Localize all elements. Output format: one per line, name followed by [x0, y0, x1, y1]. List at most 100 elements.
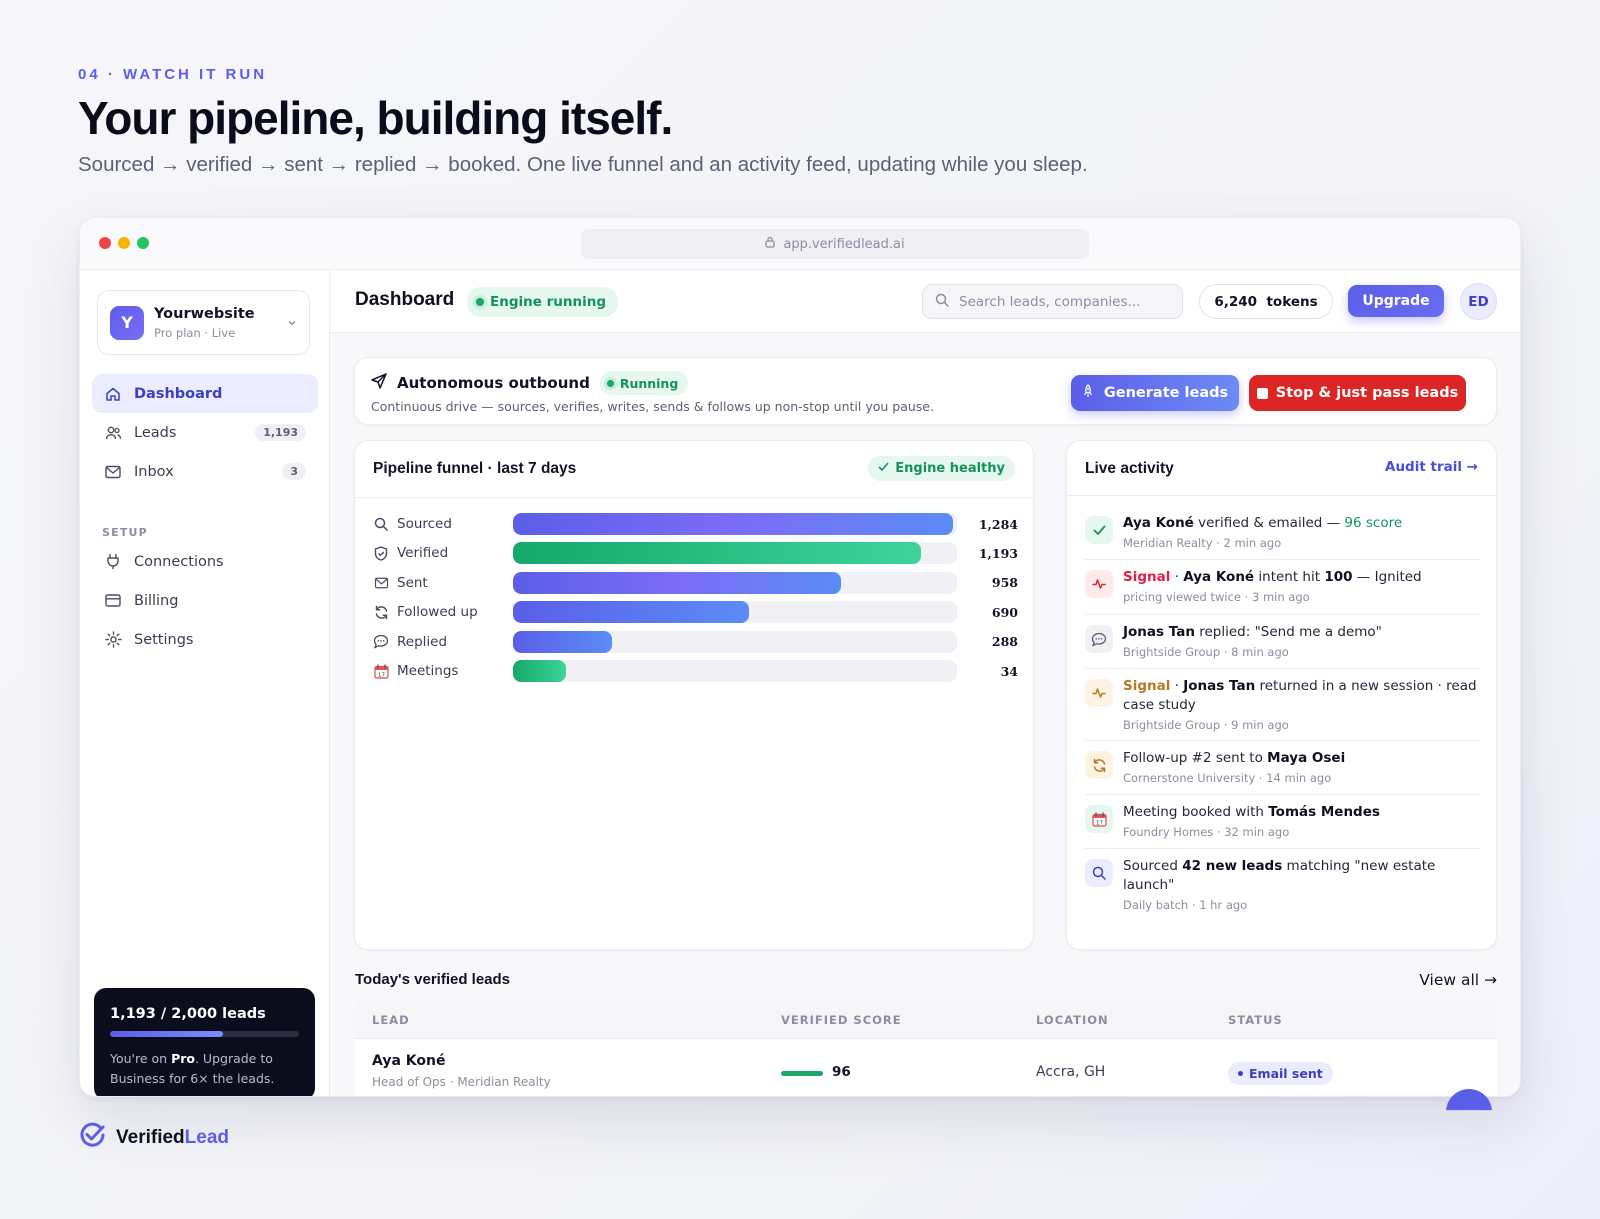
sidebar-item-dashboard[interactable]: Dashboard: [92, 374, 318, 413]
funnel-row[interactable]: Followed up 690: [373, 600, 1018, 624]
activity-meta: Brightside Group · 8 min ago: [1123, 645, 1289, 659]
activity-item[interactable]: Follow-up #2 sent to Maya Osei Cornersto…: [1085, 749, 1480, 785]
activity-meta: Foundry Homes · 32 min ago: [1123, 825, 1290, 839]
activity-text-part: Follow-up #2 sent to: [1123, 750, 1268, 766]
usage-title: 1,193 / 2,000 leads: [110, 1006, 266, 1022]
engine-health-text: Engine healthy: [895, 461, 1005, 476]
funnel-row[interactable]: Sourced 1,284: [373, 512, 1018, 536]
upgrade-button[interactable]: Upgrade: [1348, 285, 1444, 317]
funnel-bar: [513, 660, 566, 682]
speech-bubble-icon: [373, 634, 389, 649]
outbound-status-badge: Running: [599, 371, 689, 395]
column-header-score[interactable]: VERIFIED SCORE: [781, 1013, 902, 1027]
funnel-row[interactable]: Sent 958: [373, 571, 1018, 595]
workspace-logo: Y: [110, 305, 144, 340]
url-text: app.verifiedlead.ai: [783, 236, 905, 252]
search-input[interactable]: Search leads, companies...: [922, 284, 1183, 319]
browser-titlebar: app.verifiedlead.ai: [80, 218, 1520, 270]
workspace-switcher[interactable]: Y Yourwebsite Pro plan · Live: [97, 290, 310, 355]
rocket-icon: [1082, 384, 1094, 402]
send-icon: [371, 373, 387, 393]
activity-item[interactable]: Signal · Jonas Tan returned in a new ses…: [1085, 677, 1480, 732]
activity-text-part: Maya Osei: [1267, 750, 1346, 766]
close-window-dot[interactable]: [99, 237, 111, 249]
activity-meta: Cornerstone University · 14 min ago: [1123, 771, 1332, 785]
home-icon: [104, 385, 122, 403]
activity-item[interactable]: Sourced 42 new leads matching "new estat…: [1085, 857, 1480, 912]
sidebar-item-settings[interactable]: Settings: [92, 620, 318, 659]
sidebar-item-leads[interactable]: Leads 1,193: [92, 413, 318, 452]
search-icon: [935, 293, 949, 311]
activity-text-part: ·: [1170, 678, 1184, 694]
avatar[interactable]: ED: [1460, 283, 1497, 320]
activity-title: Live activity: [1085, 460, 1174, 477]
plan-usage-card[interactable]: 1,193 / 2,000 leads You're on Pro. Upgra…: [94, 988, 315, 1096]
funnel-row[interactable]: Verified 1,193: [373, 541, 1018, 565]
activity-meta: Meridian Realty · 2 min ago: [1123, 536, 1282, 550]
sidebar: Y Yourwebsite Pro plan · Live Dashboard …: [80, 270, 330, 1096]
search-icon: [1085, 859, 1113, 887]
funnel-row[interactable]: Replied 288: [373, 630, 1018, 654]
column-header-lead[interactable]: LEAD: [372, 1013, 410, 1027]
pulse-icon: [1085, 679, 1113, 707]
activity-text-part: Jonas Tan: [1183, 678, 1256, 694]
table-row[interactable]: Aya Koné Head of Ops · Meridian Realty 9…: [354, 1039, 1497, 1096]
calendar-icon: 17: [1085, 805, 1113, 833]
search-placeholder: Search leads, companies...: [959, 293, 1141, 310]
hero-eyebrow: 04 · WATCH IT RUN: [78, 66, 268, 83]
activity-text-part: Signal: [1123, 678, 1171, 694]
activity-text-part: matching "new estate launch": [1123, 858, 1436, 893]
sidebar-item-inbox[interactable]: Inbox 3: [92, 452, 318, 491]
sidebar-item-billing[interactable]: Billing: [92, 581, 318, 620]
view-all-link[interactable]: View all →: [1419, 971, 1497, 989]
url-bar[interactable]: app.verifiedlead.ai: [581, 229, 1089, 259]
chat-launcher-button[interactable]: [1446, 1089, 1492, 1111]
activity-divider: [1085, 740, 1480, 741]
live-activity-card: Live activity Audit trail → Aya Koné ver…: [1066, 440, 1497, 950]
activity-meta: Daily batch · 1 hr ago: [1123, 898, 1248, 912]
column-header-status[interactable]: STATUS: [1228, 1013, 1283, 1027]
users-icon: [104, 424, 122, 442]
lead-location: Accra, GH: [1036, 1064, 1106, 1080]
activity-item[interactable]: 17 Meeting booked with Tomás Mendes Foun…: [1085, 803, 1480, 839]
maximize-window-dot[interactable]: [137, 237, 149, 249]
minimize-window-dot[interactable]: [118, 237, 130, 249]
audit-trail-link[interactable]: Audit trail →: [1385, 459, 1478, 475]
funnel-row[interactable]: 17 Meetings 34: [373, 659, 1018, 683]
token-balance[interactable]: 6,240 tokens: [1199, 284, 1333, 319]
table-header: LEAD VERIFIED SCORE LOCATION STATUS: [354, 999, 1497, 1039]
lead-name: Aya Koné: [372, 1053, 446, 1069]
usage-text-prefix: You're on: [110, 1051, 172, 1066]
activity-item[interactable]: Signal · Aya Koné intent hit 100 — Ignit…: [1085, 568, 1480, 604]
status-badge: Email sent: [1228, 1062, 1333, 1085]
activity-divider: [1085, 794, 1480, 795]
mail-icon: [373, 577, 389, 589]
chevron-down-icon: [287, 313, 297, 332]
activity-text: Aya Koné verified & emailed — 96 score: [1123, 514, 1402, 533]
gear-icon: [104, 631, 122, 649]
activity-divider: [1085, 848, 1480, 849]
activity-text-part: Sourced: [1123, 858, 1183, 874]
sidebar-item-connections[interactable]: Connections: [92, 542, 318, 581]
activity-text-part: Signal: [1123, 569, 1171, 585]
activity-text-part: Aya Koné: [1123, 515, 1194, 531]
activity-item[interactable]: Jonas Tan replied: "Send me a demo" Brig…: [1085, 623, 1480, 659]
pipeline-funnel-card: Pipeline funnel · last 7 days Engine hea…: [354, 440, 1034, 950]
funnel-label-text: Sent: [397, 574, 428, 591]
funnel-value: 1,193: [978, 545, 1018, 561]
hero: 04 · WATCH IT RUN Your pipeline, buildin…: [78, 66, 1088, 177]
stop-button[interactable]: Stop & just pass leads: [1249, 375, 1466, 411]
column-header-location[interactable]: LOCATION: [1036, 1013, 1109, 1027]
stop-button-label: Stop & just pass leads: [1275, 385, 1459, 401]
activity-text-part: — Ignited: [1352, 569, 1422, 585]
app-window: app.verifiedlead.ai Y Yourwebsite Pro pl…: [79, 217, 1521, 1097]
brand-name: Verified: [116, 1126, 185, 1148]
funnel-value: 958: [991, 575, 1018, 591]
funnel-value: 1,284: [978, 516, 1018, 532]
inbox-count-badge: 3: [282, 463, 306, 480]
funnel-bar-track: [513, 660, 957, 682]
activity-item[interactable]: Aya Koné verified & emailed — 96 score M…: [1085, 514, 1480, 550]
generate-leads-button[interactable]: Generate leads: [1071, 375, 1239, 411]
activity-text: Meeting booked with Tomás Mendes: [1123, 803, 1380, 822]
calendar-icon: 17: [373, 663, 389, 679]
